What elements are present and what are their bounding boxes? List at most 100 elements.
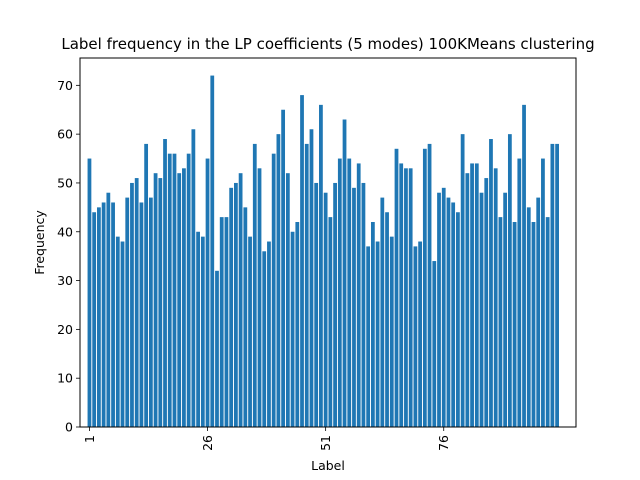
bar-label-90	[507, 134, 512, 427]
y-axis-label: Frequency	[32, 210, 47, 275]
bar-label-92	[517, 158, 522, 428]
bar-label-55	[342, 119, 347, 427]
bar-label-5	[106, 192, 111, 427]
y-tick-label: 10	[57, 371, 73, 386]
bar-label-45	[295, 222, 300, 427]
bar-label-71	[418, 241, 422, 427]
bar-label-62	[375, 241, 380, 427]
bar-label-61	[370, 222, 375, 427]
chart-title: Label frequency in the LP coefficients (…	[61, 35, 594, 53]
bar-label-82	[470, 163, 474, 427]
y-tick-label: 70	[57, 78, 73, 93]
bar-label-6	[111, 202, 115, 427]
bar-label-10	[130, 182, 134, 427]
bars-group	[87, 75, 559, 428]
bar-label-33	[238, 173, 243, 427]
bar-label-27	[210, 75, 215, 427]
bar-label-96	[536, 197, 541, 427]
y-tick-label: 20	[57, 322, 73, 337]
x-axis-label: Label	[311, 458, 345, 473]
y-tick-label: 0	[65, 420, 73, 435]
bar-label-95	[531, 222, 536, 427]
bar-label-25	[200, 236, 205, 427]
bar-label-14	[148, 197, 153, 427]
bar-label-78	[451, 202, 456, 427]
bar-label-8	[120, 241, 125, 427]
bar-label-85	[484, 178, 489, 427]
bar-label-80	[460, 134, 465, 427]
bar-label-67	[399, 163, 404, 427]
bar-label-63	[380, 197, 385, 427]
x-tick-label: 51	[318, 435, 333, 451]
y-tick-label: 60	[57, 127, 73, 142]
bar-label-13	[144, 143, 149, 427]
bar-label-51	[323, 192, 328, 427]
y-tick-label: 50	[57, 175, 73, 190]
bar-label-93	[522, 104, 526, 428]
bar-label-19	[172, 153, 177, 428]
bar-label-29	[219, 217, 224, 427]
bar-label-84	[479, 192, 484, 427]
bar-label-65	[389, 236, 394, 427]
plot-frame	[79, 57, 577, 428]
bar-label-59	[361, 182, 366, 427]
x-tick-label: 26	[200, 435, 215, 451]
bar-label-54	[337, 158, 342, 428]
bar-label-20	[177, 173, 182, 427]
bar-label-17	[163, 139, 167, 427]
bar-label-30	[224, 217, 229, 427]
bar-label-42	[281, 109, 286, 428]
bar-label-46	[300, 95, 304, 427]
bar-label-22	[186, 153, 191, 428]
bar-label-83	[474, 163, 479, 427]
bar-label-31	[229, 187, 234, 427]
bar-label-39	[267, 241, 271, 427]
bar-label-97	[541, 158, 545, 428]
y-ticks-group: 0 10 20 30 40 50 60 70	[57, 78, 80, 435]
bar-label-50	[319, 104, 323, 428]
bar-label-94	[526, 207, 531, 427]
bar-label-47	[304, 143, 309, 427]
bar-label-21	[182, 168, 186, 427]
bar-label-60	[366, 246, 371, 427]
bar-label-98	[545, 217, 550, 427]
bar-label-64	[385, 212, 389, 427]
bar-label-69	[408, 168, 413, 427]
bar-label-91	[512, 222, 517, 427]
bar-label-7	[115, 236, 120, 427]
bar-label-37	[257, 168, 262, 427]
bar-label-32	[234, 182, 238, 427]
bar-label-99	[550, 143, 555, 427]
bar-label-41	[276, 134, 281, 427]
bar-label-76	[441, 187, 446, 427]
bar-label-100	[555, 143, 559, 427]
bar-label-72	[422, 148, 427, 428]
bar-label-89	[503, 192, 508, 427]
bar-label-12	[139, 202, 144, 427]
bar-label-49	[314, 182, 319, 427]
bar-label-73	[427, 143, 432, 427]
bar-label-87	[493, 168, 498, 427]
x-ticks-group: 1 26 51 76	[82, 427, 451, 451]
bar-label-70	[413, 246, 418, 427]
bar-label-2	[92, 212, 97, 427]
bar-label-35	[248, 236, 252, 427]
bar-label-24	[196, 231, 200, 427]
bar-label-48	[309, 129, 314, 427]
bar-label-77	[446, 197, 451, 427]
bar-label-75	[437, 192, 441, 427]
bar-label-36	[252, 143, 257, 427]
bar-label-81	[465, 173, 470, 427]
bar-label-43	[285, 173, 290, 427]
bar-label-66	[394, 148, 399, 428]
bar-label-44	[290, 231, 295, 427]
bar-label-18	[167, 153, 172, 428]
y-tick-label: 30	[57, 273, 73, 288]
bar-label-23	[191, 129, 196, 427]
bar-label-74	[432, 261, 437, 427]
bar-label-68	[404, 168, 408, 427]
bar-label-16	[158, 178, 163, 427]
bar-label-4	[101, 202, 106, 427]
bar-label-40	[271, 153, 276, 428]
